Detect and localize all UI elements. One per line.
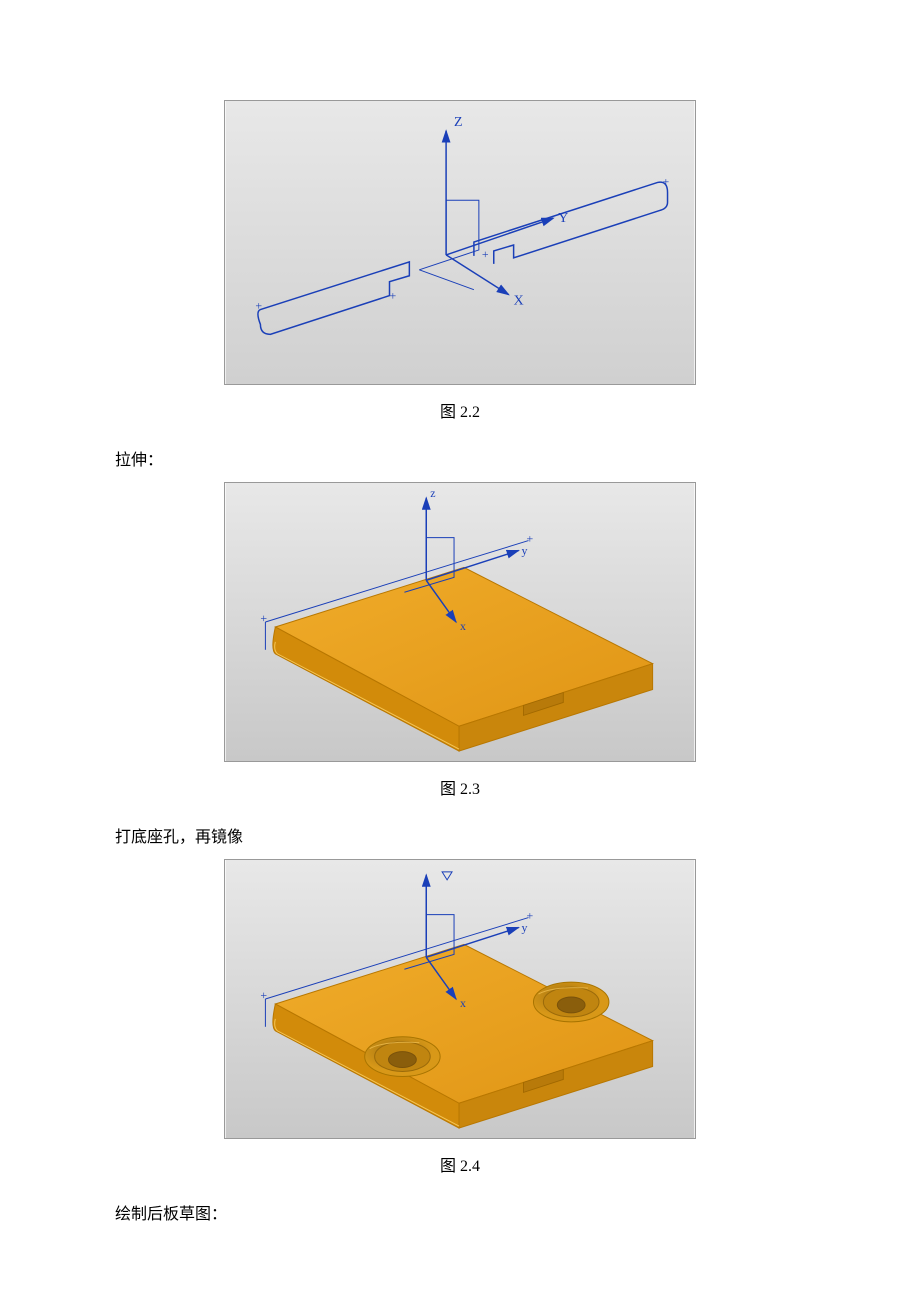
svg-text:y: y <box>522 920 528 934</box>
svg-text:+: + <box>260 611 267 625</box>
figure-2-4-svg: y x + + <box>224 859 696 1139</box>
svg-text:y: y <box>522 543 528 557</box>
figure-2-4-caption: 图 2.4 <box>115 1152 805 1176</box>
svg-text:+: + <box>663 174 670 188</box>
figure-2-2-caption: 图 2.2 <box>115 398 805 422</box>
svg-text:z: z <box>430 486 435 500</box>
figure-2-3-svg: z y x + + <box>224 482 696 762</box>
figure-2-2-svg: Z Y X + + + + <box>224 100 696 385</box>
text-back-sketch: 绘制后板草图： <box>115 1200 805 1224</box>
svg-text:+: + <box>482 247 489 261</box>
figure-2-3-caption: 图 2.3 <box>115 775 805 799</box>
svg-text:+: + <box>527 909 534 923</box>
text-hole-mirror: 打底座孔，再镜像 <box>115 823 805 847</box>
text-extrude: 拉伸： <box>115 446 805 470</box>
figure-2-4-container: y x + + <box>115 859 805 1144</box>
figure-2-2-container: Z Y X + + + + <box>115 100 805 390</box>
svg-text:+: + <box>527 532 534 546</box>
axis-z-label: Z <box>454 115 463 130</box>
svg-text:+: + <box>389 289 396 303</box>
svg-text:+: + <box>255 299 262 313</box>
svg-text:x: x <box>460 996 466 1010</box>
axis-x-label: X <box>514 294 524 309</box>
svg-text:x: x <box>460 619 466 633</box>
figure-2-3-container: z y x + + <box>115 482 805 767</box>
svg-text:+: + <box>260 988 267 1002</box>
